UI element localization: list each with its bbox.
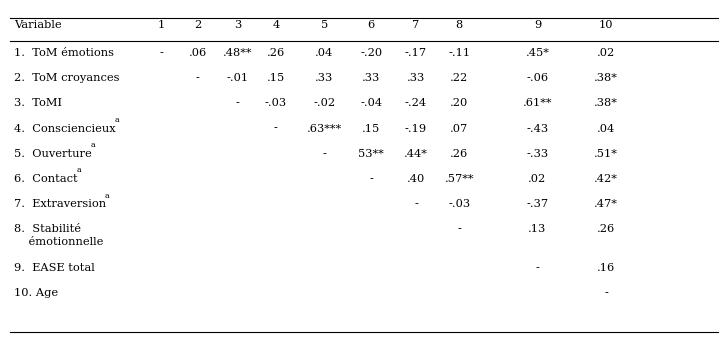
Text: -: - [457, 224, 462, 234]
Text: .47*: .47* [594, 199, 618, 209]
Text: -.43: -.43 [526, 123, 548, 134]
Text: -.03: -.03 [448, 199, 470, 209]
Text: .40: .40 [407, 174, 425, 184]
Text: -.01: -.01 [226, 73, 249, 83]
Text: -.24: -.24 [405, 99, 427, 108]
Text: .02: .02 [529, 174, 547, 184]
Text: 4.  Consciencieux: 4. Consciencieux [14, 123, 115, 134]
Text: -.03: -.03 [265, 99, 287, 108]
Text: .42*: .42* [594, 174, 618, 184]
Text: .26: .26 [450, 149, 469, 159]
Text: 10: 10 [598, 19, 613, 30]
Text: 6: 6 [368, 19, 375, 30]
Text: 7: 7 [412, 19, 419, 30]
Text: .38*: .38* [594, 73, 618, 83]
Text: .02: .02 [597, 48, 615, 58]
Text: -.20: -.20 [360, 48, 382, 58]
Text: -: - [274, 123, 278, 134]
Text: -.02: -.02 [313, 99, 336, 108]
Text: -: - [536, 263, 539, 273]
Text: .33: .33 [362, 73, 380, 83]
Text: 6.  Contact: 6. Contact [14, 174, 77, 184]
Text: 1: 1 [158, 19, 165, 30]
Text: .61**: .61** [523, 99, 552, 108]
Text: émotionnelle: émotionnelle [14, 237, 103, 247]
Text: -.06: -.06 [526, 73, 548, 83]
Text: 53**: 53** [358, 149, 384, 159]
Text: 5: 5 [320, 19, 328, 30]
Text: -: - [414, 199, 418, 209]
Text: Variable: Variable [14, 19, 61, 30]
Text: .38*: .38* [594, 99, 618, 108]
Text: .15: .15 [362, 123, 380, 134]
Text: 4: 4 [272, 19, 280, 30]
Text: 7.  Extraversion: 7. Extraversion [14, 199, 106, 209]
Text: .26: .26 [266, 48, 285, 58]
Text: -.37: -.37 [526, 199, 548, 209]
Text: .45*: .45* [526, 48, 550, 58]
Text: .51*: .51* [594, 149, 618, 159]
Text: 1.  ToM émotions: 1. ToM émotions [14, 48, 114, 58]
Text: .63***: .63*** [306, 123, 342, 134]
Text: .04: .04 [597, 123, 615, 134]
Text: -: - [604, 288, 608, 298]
Text: 9.  EASE total: 9. EASE total [14, 263, 95, 273]
Text: -: - [236, 99, 240, 108]
Text: .04: .04 [315, 48, 333, 58]
Text: -: - [196, 73, 199, 83]
Text: .13: .13 [529, 224, 547, 234]
Text: .16: .16 [597, 263, 615, 273]
Text: .15: .15 [266, 73, 285, 83]
Text: 10. Age: 10. Age [14, 288, 58, 298]
Text: -.33: -.33 [526, 149, 548, 159]
Text: -.11: -.11 [448, 48, 470, 58]
Text: .48**: .48** [223, 48, 253, 58]
Text: .44*: .44* [404, 149, 428, 159]
Text: .06: .06 [189, 48, 207, 58]
Text: 2: 2 [194, 19, 202, 30]
Text: .57**: .57** [445, 174, 474, 184]
Text: -: - [159, 48, 164, 58]
Text: a: a [91, 141, 95, 149]
Text: -: - [369, 174, 373, 184]
Text: a: a [114, 116, 119, 124]
Text: 3: 3 [234, 19, 241, 30]
Text: a: a [76, 166, 82, 175]
Text: .26: .26 [597, 224, 615, 234]
Text: .33: .33 [407, 73, 425, 83]
Text: -.17: -.17 [405, 48, 427, 58]
Text: -.04: -.04 [360, 99, 382, 108]
Text: 2.  ToM croyances: 2. ToM croyances [14, 73, 119, 83]
Text: 3.  ToMI: 3. ToMI [14, 99, 62, 108]
Text: 9: 9 [534, 19, 541, 30]
Text: -.19: -.19 [405, 123, 427, 134]
Text: 8.  Stabilité: 8. Stabilité [14, 224, 81, 234]
Text: .20: .20 [450, 99, 469, 108]
Text: .22: .22 [450, 73, 469, 83]
Text: .07: .07 [450, 123, 469, 134]
Text: .33: .33 [315, 73, 333, 83]
Text: 8: 8 [456, 19, 463, 30]
Text: a: a [105, 192, 110, 200]
Text: 5.  Ouverture: 5. Ouverture [14, 149, 92, 159]
Text: -: - [323, 149, 326, 159]
